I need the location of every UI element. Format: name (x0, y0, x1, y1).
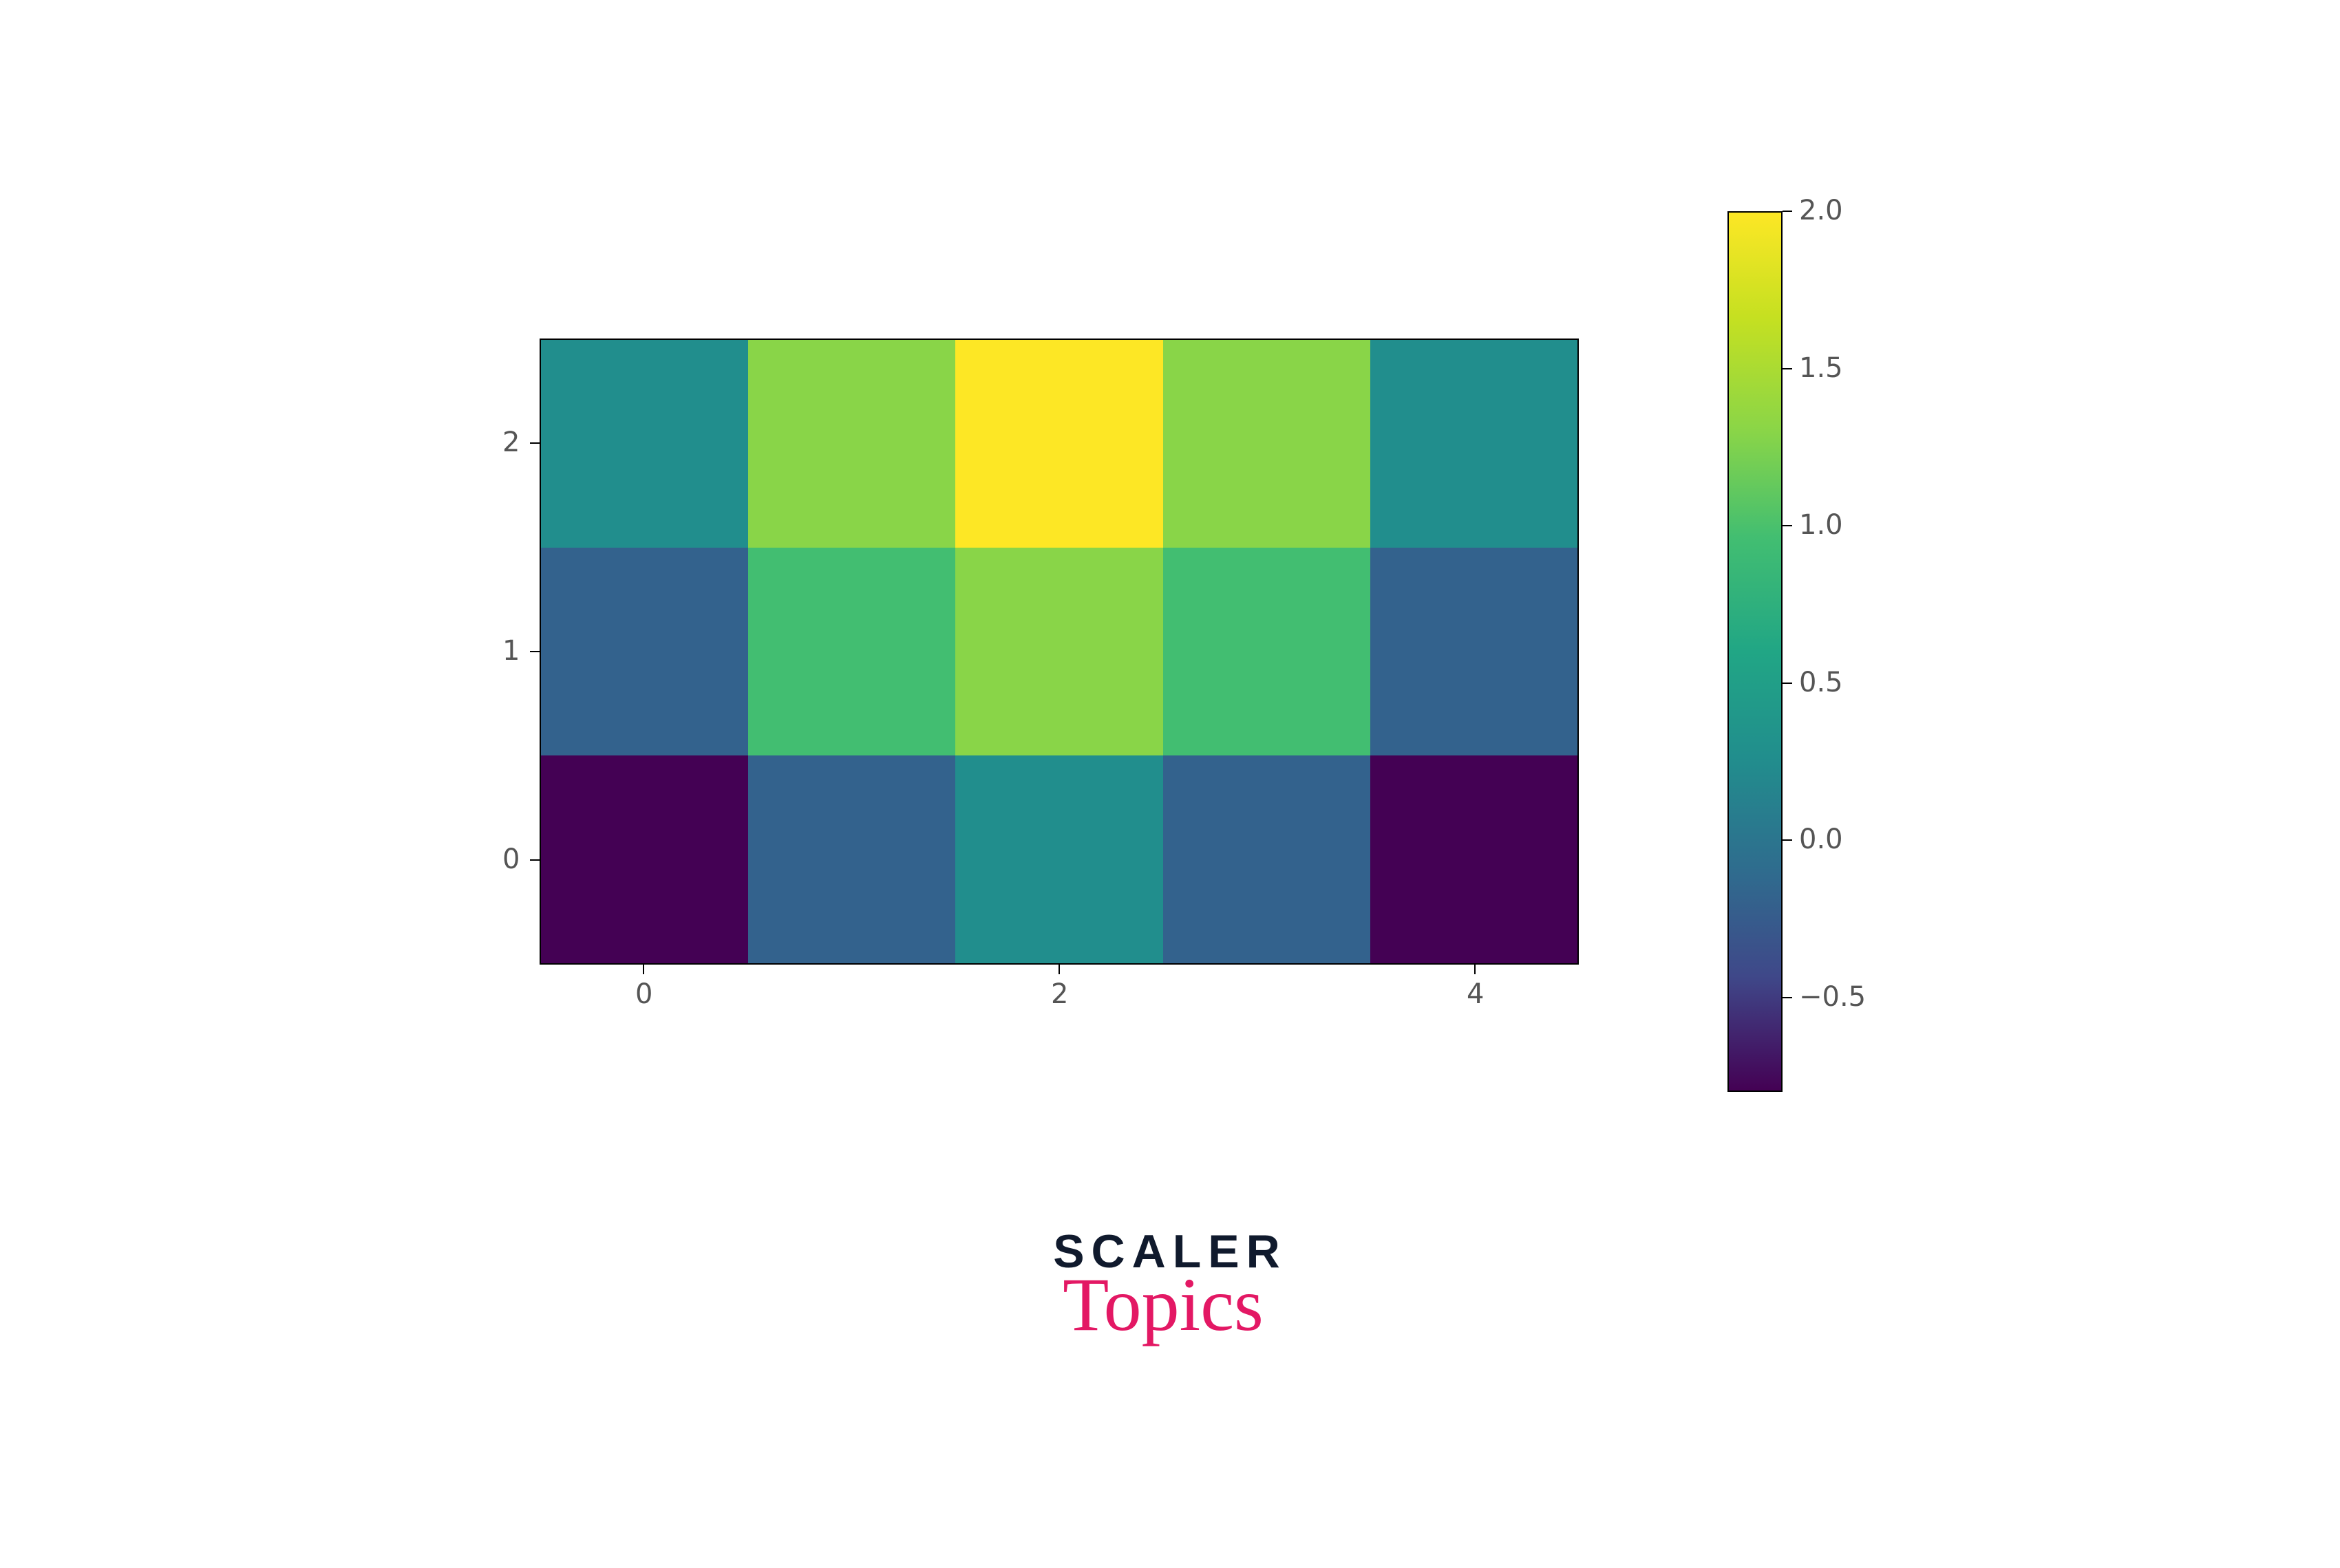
heatmap-cell (955, 548, 1162, 755)
heatmap-cell (1370, 548, 1577, 755)
y-tick-mark (530, 859, 540, 861)
y-tick-mark (530, 651, 540, 652)
heatmap-cell (748, 340, 955, 548)
heatmap-cell (748, 755, 955, 963)
colorbar-tick-label: 0.0 (1799, 824, 1843, 855)
heatmap-cell (541, 755, 748, 963)
heatmap-cell (955, 340, 1162, 548)
heatmap-cell (541, 548, 748, 755)
logo-text-topics: Topics (1012, 1271, 1315, 1339)
y-tick-mark (530, 442, 540, 444)
figure-canvas: 0 2 4 0 1 2 2.0 1.5 1.0 0.5 0.0 −0.5 SCALER Topic… (0, 0, 2340, 1568)
x-tick-mark (1474, 965, 1476, 974)
heatmap-cell (1163, 340, 1370, 548)
colorbar-tick-label: 2.0 (1799, 195, 1843, 226)
heatmap-cell (541, 340, 748, 548)
x-tick-mark (1059, 965, 1060, 974)
x-tick-label: 0 (635, 978, 652, 1010)
colorbar-tick-mark (1783, 211, 1792, 212)
colorbar-tick-mark (1783, 839, 1792, 841)
colorbar-tick-mark (1783, 997, 1792, 998)
heatmap-grid (541, 340, 1577, 963)
colorbar-tick-label: 1.0 (1799, 509, 1843, 541)
colorbar-tick-mark (1783, 525, 1792, 526)
colorbar-tick-mark (1783, 368, 1792, 369)
heatmap-axes (540, 339, 1579, 965)
y-tick-label: 2 (502, 427, 520, 458)
y-tick-label: 1 (502, 635, 520, 667)
colorbar (1727, 211, 1783, 1092)
colorbar-gradient (1729, 213, 1781, 1091)
heatmap-cell (1370, 340, 1577, 548)
heatmap-cell (955, 755, 1162, 963)
x-tick-label: 2 (1051, 978, 1068, 1010)
heatmap-cell (1163, 755, 1370, 963)
colorbar-tick-label: 0.5 (1799, 667, 1843, 698)
x-tick-mark (643, 965, 644, 974)
x-tick-label: 4 (1467, 978, 1484, 1010)
heatmap-cell (748, 548, 955, 755)
heatmap-cell (1163, 548, 1370, 755)
colorbar-tick-label: −0.5 (1799, 981, 1866, 1013)
brand-logo: SCALER Topics (1019, 1228, 1321, 1339)
colorbar-tick-mark (1783, 683, 1792, 684)
colorbar-tick-label: 1.5 (1799, 352, 1843, 384)
y-tick-label: 0 (502, 844, 520, 875)
heatmap-cell (1370, 755, 1577, 963)
